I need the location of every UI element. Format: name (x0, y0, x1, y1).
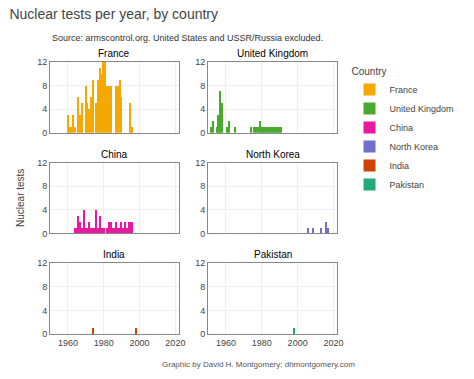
svg-text:North Korea: North Korea (246, 149, 300, 160)
svg-text:8: 8 (42, 81, 47, 91)
svg-text:China: China (101, 149, 128, 160)
svg-text:4: 4 (42, 205, 47, 215)
svg-text:4: 4 (200, 306, 205, 316)
svg-text:2000: 2000 (288, 338, 308, 348)
svg-text:2020: 2020 (165, 338, 185, 348)
svg-text:0: 0 (42, 329, 47, 339)
svg-text:Graphic by David H. Montgomery: Graphic by David H. Montgomery; dhmontgo… (162, 360, 355, 369)
svg-text:United Kingdom: United Kingdom (390, 104, 454, 114)
svg-text:4: 4 (200, 205, 205, 215)
svg-text:1980: 1980 (94, 338, 114, 348)
svg-text:North Korea: North Korea (390, 142, 439, 152)
svg-text:France: France (390, 85, 418, 95)
svg-text:8: 8 (200, 181, 205, 191)
svg-text:12: 12 (195, 158, 205, 168)
svg-text:8: 8 (42, 282, 47, 292)
svg-text:Pakistan: Pakistan (254, 249, 292, 260)
svg-text:0: 0 (200, 329, 205, 339)
svg-text:Nuclear tests per year, by cou: Nuclear tests per year, by country (9, 6, 218, 22)
svg-text:4: 4 (42, 104, 47, 114)
svg-text:Country: Country (352, 66, 387, 77)
svg-text:1960: 1960 (216, 338, 236, 348)
svg-text:Source: armscontrol.org. Unite: Source: armscontrol.org. United States a… (52, 33, 323, 43)
svg-text:2020: 2020 (323, 338, 343, 348)
svg-text:4: 4 (200, 104, 205, 114)
svg-text:0: 0 (42, 229, 47, 239)
svg-text:0: 0 (42, 128, 47, 138)
svg-text:France: France (98, 48, 130, 59)
svg-text:1980: 1980 (252, 338, 272, 348)
svg-text:12: 12 (37, 258, 47, 268)
svg-text:China: China (390, 123, 414, 133)
svg-text:2000: 2000 (130, 338, 150, 348)
svg-text:United Kingdom: United Kingdom (237, 48, 308, 59)
svg-text:12: 12 (37, 57, 47, 67)
svg-text:4: 4 (42, 306, 47, 316)
svg-text:India: India (390, 161, 410, 171)
svg-text:Nuclear tests: Nuclear tests (15, 169, 26, 227)
svg-text:Pakistan: Pakistan (390, 180, 425, 190)
svg-text:12: 12 (37, 158, 47, 168)
svg-text:12: 12 (195, 258, 205, 268)
svg-text:India: India (103, 249, 125, 260)
svg-text:0: 0 (200, 128, 205, 138)
svg-text:8: 8 (200, 282, 205, 292)
svg-text:8: 8 (42, 181, 47, 191)
svg-text:8: 8 (200, 81, 205, 91)
svg-text:0: 0 (200, 229, 205, 239)
svg-text:1960: 1960 (58, 338, 78, 348)
svg-text:12: 12 (195, 57, 205, 67)
